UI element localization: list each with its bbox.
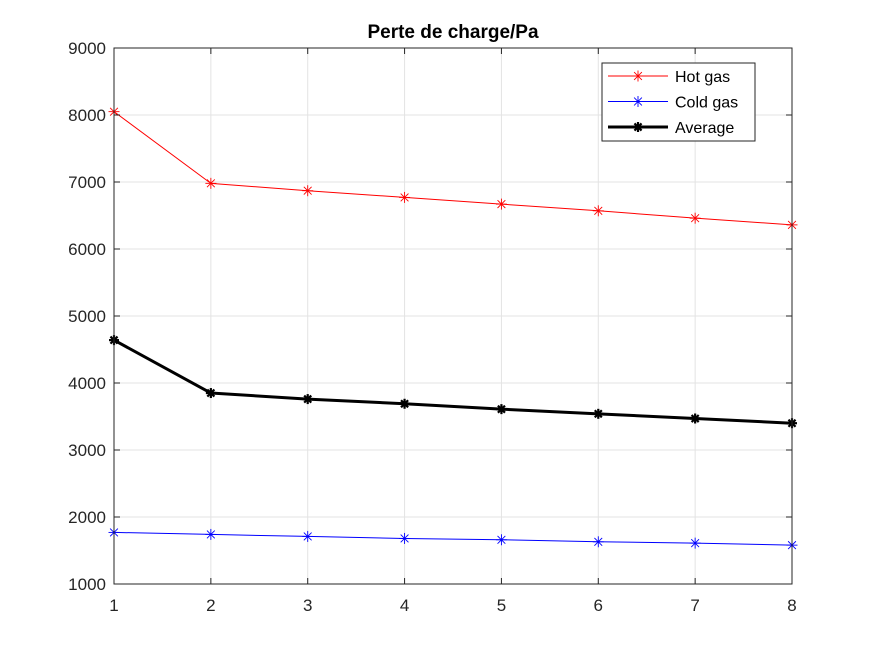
data-point	[690, 413, 701, 424]
data-point	[302, 394, 313, 405]
legend-marker	[633, 122, 643, 132]
y-tick-label: 8000	[68, 106, 106, 125]
x-tick-label: 6	[594, 596, 603, 615]
data-point	[689, 212, 701, 224]
data-point	[302, 185, 314, 197]
ticks: 1 2 3 4 5 6 7 8 1000 2000 3000 4000 5000 6000 7000 8000…	[68, 39, 797, 615]
data-point	[205, 528, 217, 540]
x-tick-label: 1	[109, 596, 118, 615]
data-point	[495, 198, 507, 210]
data-point	[205, 177, 217, 189]
data-point	[399, 398, 410, 409]
y-tick-label: 9000	[68, 39, 106, 58]
y-tick-label: 1000	[68, 575, 106, 594]
x-tick-label: 8	[787, 596, 796, 615]
series-line	[113, 111, 793, 226]
x-tick-label: 3	[303, 596, 312, 615]
y-tick-label: 7000	[68, 173, 106, 192]
legend-label: Cold gas	[675, 95, 738, 112]
legend: Hot gas Cold gas Average	[601, 62, 756, 142]
x-tick-label: 7	[690, 596, 699, 615]
x-tick-label: 5	[497, 596, 506, 615]
y-tick-label: 4000	[68, 374, 106, 393]
data-point	[689, 537, 701, 549]
chart-title: Perte de charge/Pa	[367, 22, 539, 43]
legend-marker	[632, 96, 644, 107]
series-line	[113, 531, 793, 546]
data-point	[399, 191, 411, 203]
data-point	[592, 536, 604, 548]
y-tick-label: 6000	[68, 240, 106, 259]
data-point	[399, 532, 411, 544]
series-line	[113, 338, 793, 425]
x-tick-label: 4	[400, 596, 409, 615]
data-point	[593, 408, 604, 419]
legend-entry: Cold gas	[608, 95, 738, 112]
legend-entry: Average	[608, 120, 734, 137]
data-point	[302, 530, 314, 542]
legend-label: Hot gas	[675, 69, 730, 86]
y-tick-label: 3000	[68, 441, 106, 460]
data-point	[205, 388, 216, 399]
y-tick-label: 2000	[68, 508, 106, 527]
y-tick-label: 5000	[68, 307, 106, 326]
legend-label: Average	[675, 120, 734, 137]
data-point	[496, 404, 507, 415]
legend-entry: Hot gas	[608, 69, 730, 86]
data-point	[592, 205, 604, 217]
data-point	[495, 534, 507, 546]
x-tick-label: 2	[206, 596, 215, 615]
legend-marker	[632, 70, 644, 82]
